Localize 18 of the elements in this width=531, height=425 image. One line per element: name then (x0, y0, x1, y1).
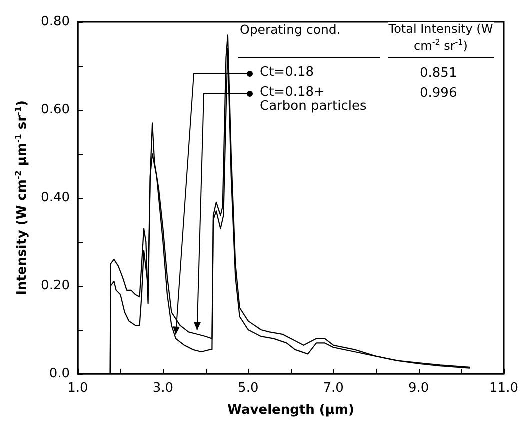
annotation: 0.996 (420, 86, 458, 101)
y-tick-label: 0.0 (49, 366, 70, 382)
x-tick-label: 1.0 (68, 381, 88, 396)
x-tick-label: 5.0 (238, 381, 259, 396)
annotation: Total Intensity (W cm$^{-2}$ sr$^{-1}$) (388, 22, 494, 53)
y-tick-label: 0.40 (41, 190, 70, 206)
x-tick-label: 11.0 (490, 381, 518, 396)
x-axis-title: Wavelength (μm) (228, 403, 354, 418)
y-tick-label: 0.20 (41, 278, 70, 294)
legend-label: Ct=0.18+ Carbon particles (260, 85, 368, 114)
annotation: Operating cond. (240, 22, 341, 37)
x-tick-label: 7.0 (323, 381, 344, 396)
x-tick-label: 9.0 (408, 381, 430, 396)
y-tick-label: 0.60 (41, 102, 70, 118)
x-tick-label: 3.0 (152, 381, 174, 396)
legend-label: Ct=0.18 (260, 65, 316, 80)
y-tick-label: 0.80 (41, 14, 70, 30)
annotation: 0.851 (420, 66, 458, 81)
